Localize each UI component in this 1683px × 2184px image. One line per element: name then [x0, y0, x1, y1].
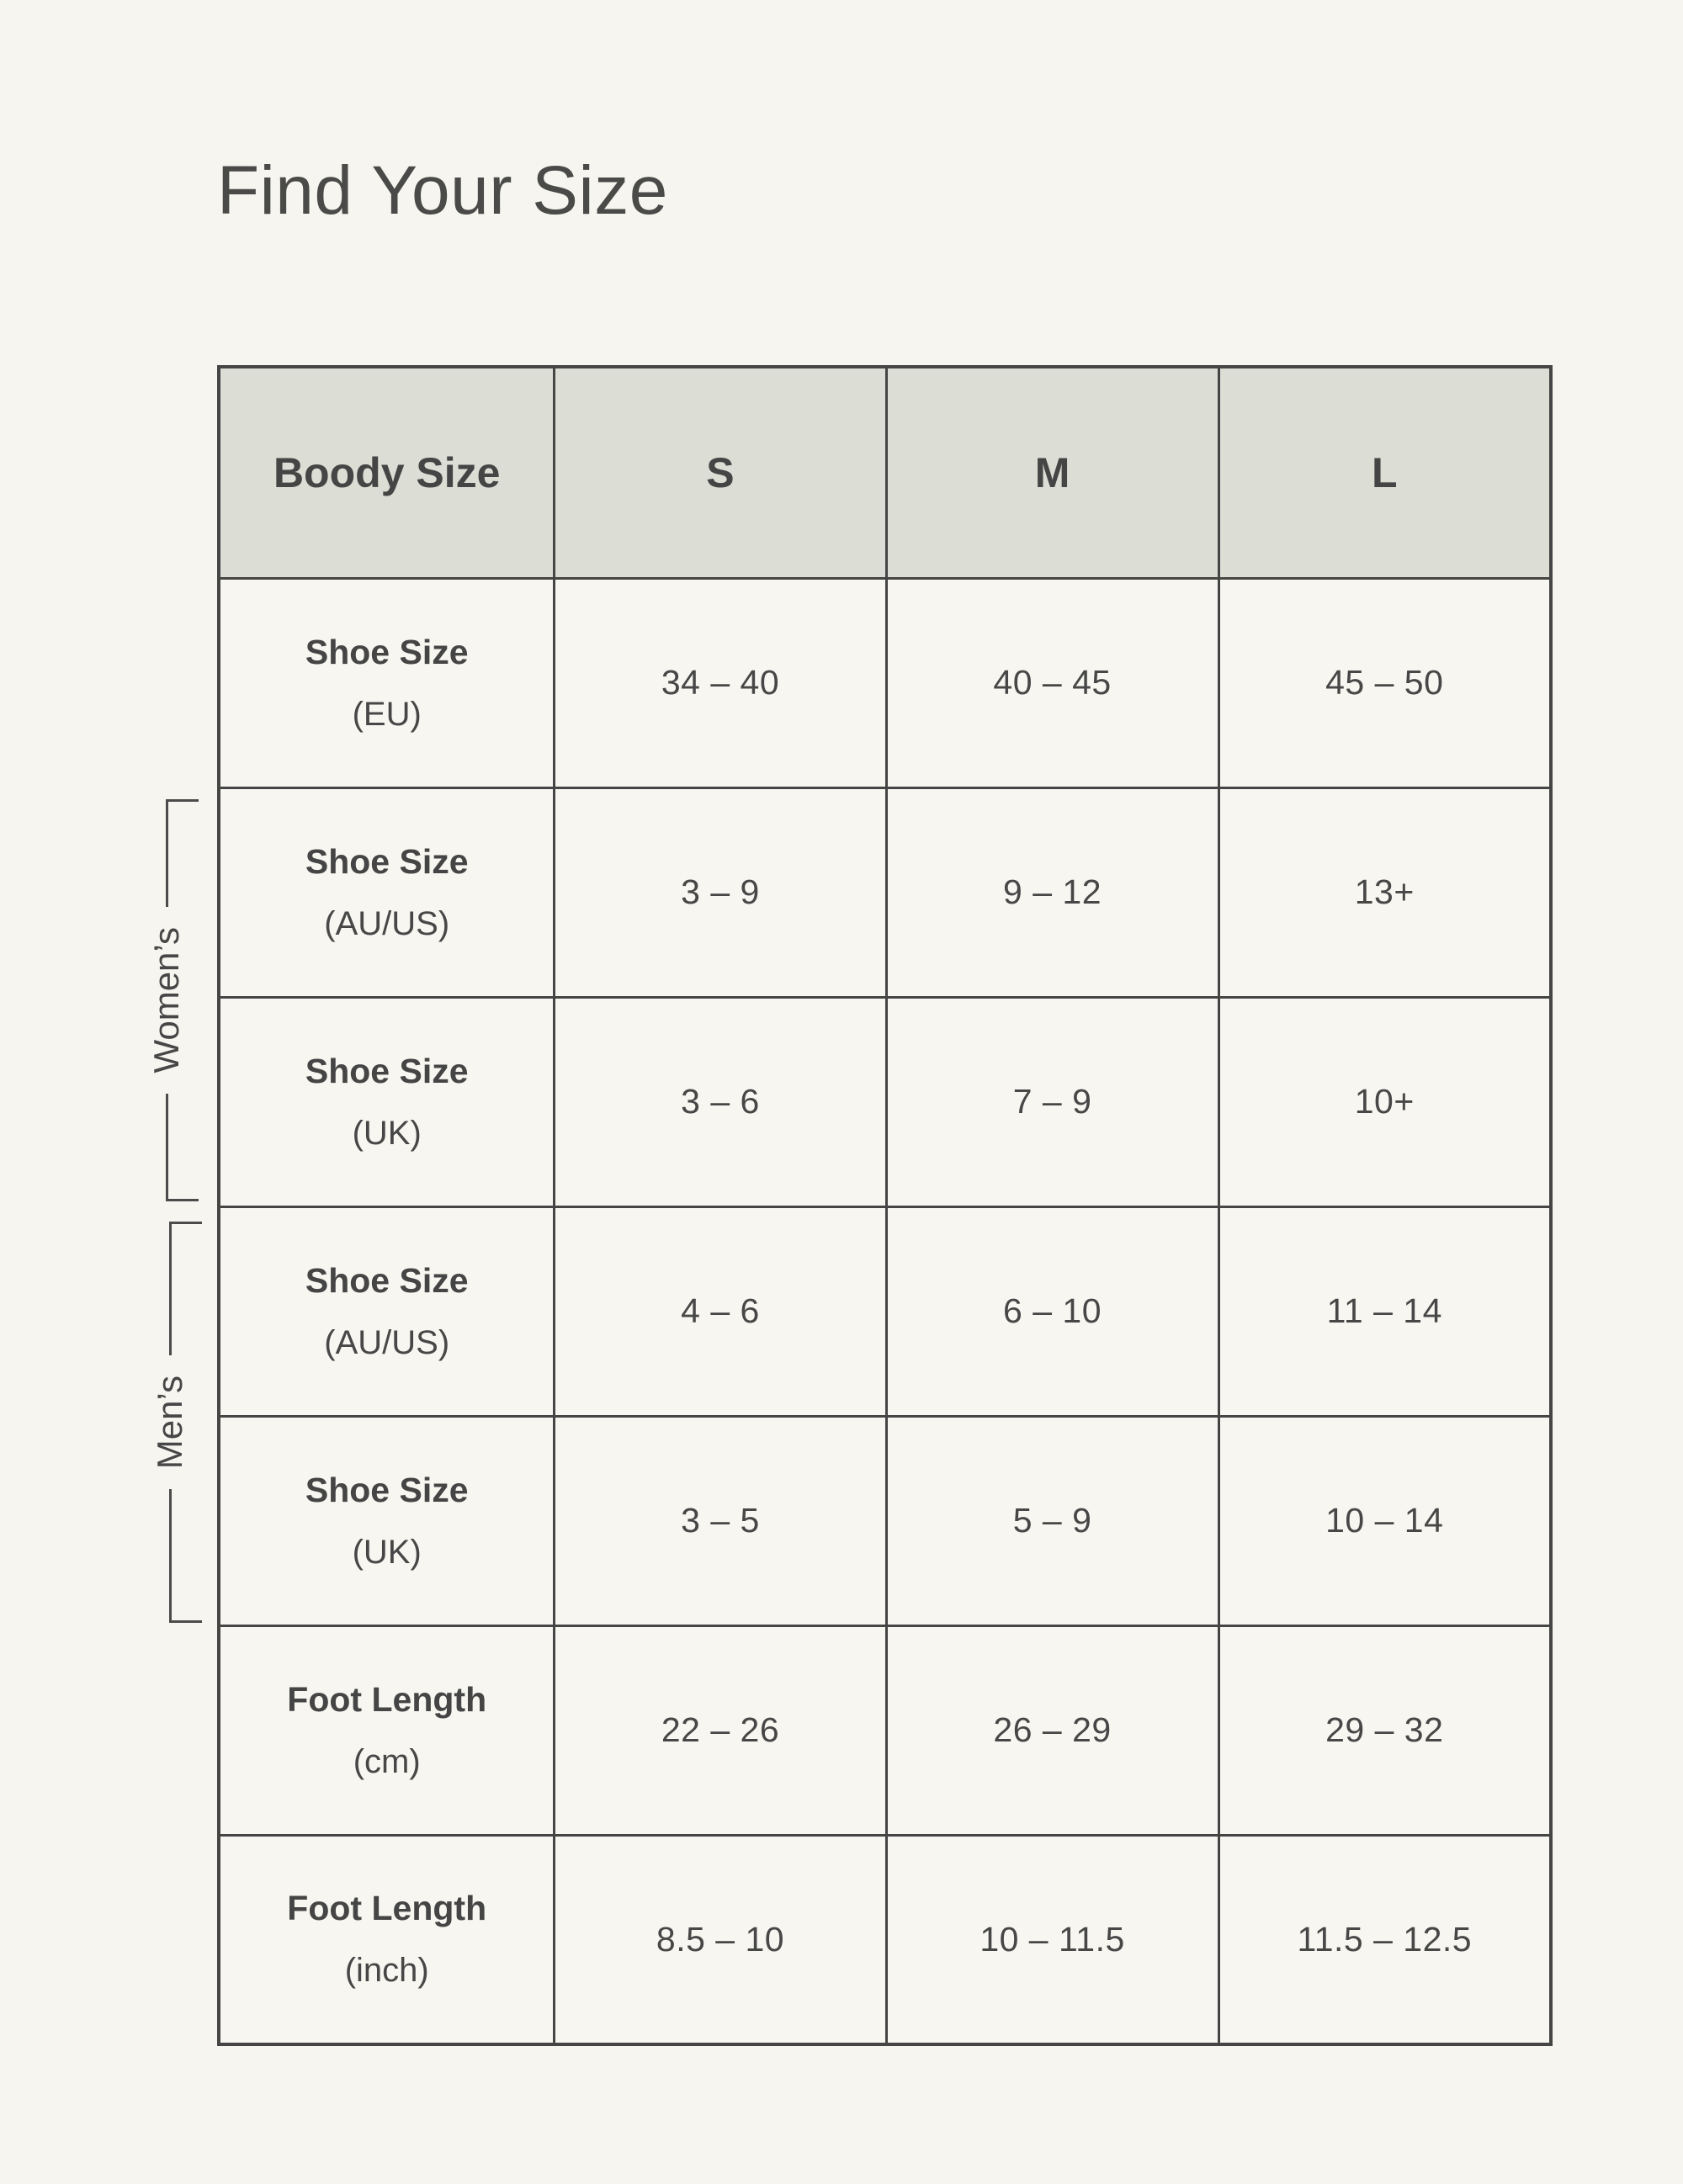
bracket-line [168, 1489, 172, 1623]
row-label-main: Shoe Size [305, 632, 469, 671]
row-label-unit: (UK) [352, 1533, 422, 1571]
row-label: Shoe Size (AU/US) [217, 1205, 556, 1418]
table-row-shoe-size-eu: Shoe Size (EU) 34 – 40 40 – 45 45 – 50 [217, 576, 1553, 789]
table-header-row: Boody Size S M L [217, 365, 1553, 580]
row-label-unit: (AU/US) [324, 904, 450, 942]
cell-l: 13+ [1217, 786, 1553, 999]
header-size-m: M [884, 365, 1220, 580]
row-label-unit: (inch) [344, 1952, 429, 1990]
table-row-shoe-size-auus-mens: Shoe Size (AU/US) 4 – 6 6 – 10 11 – 14 [217, 1205, 1553, 1418]
bracket-line [168, 1222, 172, 1355]
row-label-unit: (AU/US) [324, 1323, 450, 1361]
table-row-foot-length-inch: Foot Length (inch) 8.5 – 10 10 – 11.5 11… [217, 1833, 1553, 2046]
cell-m: 10 – 11.5 [884, 1833, 1220, 2046]
row-label-main: Foot Length [287, 1889, 487, 1928]
row-label-main: Shoe Size [305, 1051, 469, 1090]
row-label: Foot Length (inch) [217, 1833, 556, 2046]
cell-m: 40 – 45 [884, 576, 1220, 789]
cell-s: 34 – 40 [553, 576, 888, 789]
row-label: Shoe Size (UK) [217, 1414, 556, 1627]
row-label-main: Shoe Size [305, 1470, 469, 1509]
cell-s: 8.5 – 10 [553, 1833, 888, 2046]
cell-m: 9 – 12 [884, 786, 1220, 999]
header-size-l: L [1217, 365, 1553, 580]
bracket-top-tick [168, 1222, 202, 1224]
row-label-unit: (cm) [353, 1742, 421, 1780]
page-title: Find Your Size [217, 152, 668, 229]
row-label: Foot Length (cm) [217, 1624, 556, 1837]
cell-l: 29 – 32 [1217, 1624, 1553, 1837]
cell-s: 3 – 5 [553, 1414, 888, 1627]
cell-l: 11 – 14 [1217, 1205, 1553, 1418]
row-label-unit: (UK) [352, 1114, 422, 1152]
table-row-shoe-size-auus-womens: Shoe Size (AU/US) 3 – 9 9 – 12 13+ [217, 786, 1553, 999]
table-row-shoe-size-uk-mens: Shoe Size (UK) 3 – 5 5 – 9 10 – 14 [217, 1414, 1553, 1627]
size-table: Boody Size S M L Shoe Size (EU) 34 – 40 … [217, 365, 1553, 2046]
table-row-foot-length-cm: Foot Length (cm) 22 – 26 26 – 29 29 – 32 [217, 1624, 1553, 1837]
cell-l: 11.5 – 12.5 [1217, 1833, 1553, 2046]
table-row-shoe-size-uk-womens: Shoe Size (UK) 3 – 6 7 – 9 10+ [217, 995, 1553, 1208]
cell-m: 7 – 9 [884, 995, 1220, 1208]
womens-group-bracket: Women’s [146, 799, 199, 1201]
bracket-bottom-tick [165, 1199, 199, 1201]
cell-m: 26 – 29 [884, 1624, 1220, 1837]
row-label-main: Foot Length [287, 1679, 487, 1719]
bracket-bottom-tick [168, 1620, 202, 1623]
womens-group-label: Women’s [146, 927, 186, 1073]
row-label-unit: (EU) [352, 695, 422, 733]
row-label: Shoe Size (AU/US) [217, 786, 556, 999]
cell-s: 4 – 6 [553, 1205, 888, 1418]
cell-s: 3 – 6 [553, 995, 888, 1208]
bracket-line [165, 1093, 168, 1201]
row-label: Shoe Size (EU) [217, 576, 556, 789]
row-label: Shoe Size (UK) [217, 995, 556, 1208]
mens-group-label: Men’s [150, 1375, 189, 1470]
cell-l: 10 – 14 [1217, 1414, 1553, 1627]
cell-s: 3 – 9 [553, 786, 888, 999]
mens-group-bracket: Men’s [150, 1222, 202, 1623]
cell-l: 10+ [1217, 995, 1553, 1208]
header-size-s: S [553, 365, 888, 580]
bracket-top-tick [165, 799, 199, 802]
cell-m: 5 – 9 [884, 1414, 1220, 1627]
bracket-line [165, 799, 168, 908]
header-boody-size: Boody Size [217, 365, 556, 580]
cell-m: 6 – 10 [884, 1205, 1220, 1418]
cell-l: 45 – 50 [1217, 576, 1553, 789]
row-label-main: Shoe Size [305, 841, 469, 881]
row-label-main: Shoe Size [305, 1260, 469, 1300]
cell-s: 22 – 26 [553, 1624, 888, 1837]
